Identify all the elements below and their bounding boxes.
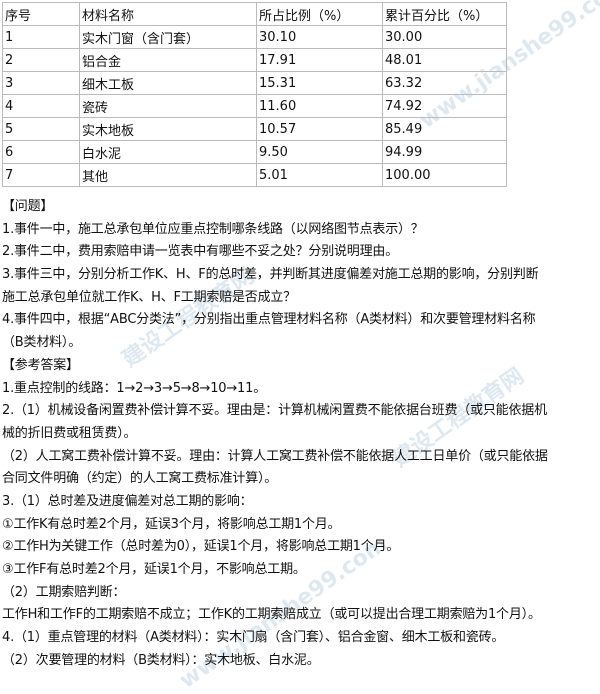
table-row: 2 铝合金 17.91 48.01 (2, 48, 507, 72)
text-line: 3.事件三中，分别分析工作K、H、F的总时差，并判断其进度偏差对施工总期的影响，… (2, 267, 539, 283)
text-line: （2）人工窝工费补偿计算不妥。理由：计算人工窝工费补偿不能依据人工工日单价（或只… (2, 448, 548, 464)
text-line: 4.事件四中，根据“ABC分类法”，分别指出重点管理材料名称（A类材料）和次要管… (2, 312, 536, 328)
text-line: 1.重点控制的线路：1→2→3→5→8→10→11。 (2, 380, 266, 396)
table-cell: 6 (2, 140, 80, 164)
table-row: 4 瓷砖 11.60 74.92 (2, 94, 507, 118)
text-line: 2.（1）机械设备闲置费补偿计算不妥。理由是：计算机械闲置费不能依据台班费（或只… (2, 403, 547, 419)
text-line: 2.事件二中，费用索赔申请一览表中有哪些不妥之处？分别说明理由。 (2, 244, 399, 260)
table-header-row: 序号 材料名称 所占比例（%） 累计百分比（%） (2, 2, 507, 26)
table-cell: 材料名称 (79, 2, 257, 26)
table-cell: 9.50 (256, 140, 383, 164)
table-cell: 瓷砖 (79, 94, 257, 118)
table-cell: 2 (2, 48, 80, 72)
text-line: （2）次要管理的材料（B类材料）：实木地板、白水泥。 (2, 652, 320, 668)
text-line: （B类材料）。 (2, 335, 82, 351)
question-answer-text: 【问题】 1.事件一中，施工总承包单位应重点控制哪条线路（以网络图节点表示）？ 2.… (2, 196, 600, 672)
table-cell: 74.92 (382, 94, 507, 118)
table-cell: 100.00 (382, 163, 507, 187)
table-cell: 48.01 (382, 48, 507, 72)
materials-table: 序号 材料名称 所占比例（%） 累计百分比（%） 1 实木门窗（含门套） 30.10 30.0… (2, 2, 507, 187)
text-line: 4.（1）重点管理的材料（A类材料）：实木门扇（含门套）、铝合金窗、细木工板和瓷… (2, 630, 505, 646)
text-line: 械的折旧费或租赁费）。 (2, 425, 137, 441)
table-cell: 85.49 (382, 117, 507, 141)
table-cell: 其他 (79, 163, 257, 187)
table-cell: 5 (2, 117, 80, 141)
table-cell: 实木地板 (79, 117, 257, 141)
table-row: 6 白水泥 9.50 94.99 (2, 140, 507, 164)
table-cell: 10.57 (256, 117, 383, 141)
section-heading: 【问题】 (2, 199, 54, 214)
table-cell: 4 (2, 94, 80, 118)
table-cell: 17.91 (256, 48, 383, 72)
table-cell: 细木工板 (79, 71, 257, 95)
table-cell: 白水泥 (79, 140, 257, 164)
table-cell: 实木门窗（含门套） (79, 25, 257, 49)
table-row: 3 细木工板 15.31 63.32 (2, 71, 507, 95)
table-row: 7 其他 5.01 100.00 (2, 163, 507, 187)
table-cell: 94.99 (382, 140, 507, 164)
table-cell: 30.00 (382, 25, 507, 49)
table-cell: 15.31 (256, 71, 383, 95)
text-line: 1.事件一中，施工总承包单位应重点控制哪条线路（以网络图节点表示）？ (2, 221, 424, 237)
table-row: 1 实木门窗（含门套） 30.10 30.00 (2, 25, 507, 49)
table-cell: 63.32 (382, 71, 507, 95)
table-cell: 30.10 (256, 25, 383, 49)
table-cell: 5.01 (256, 163, 383, 187)
text-line: 3.（1）总时差及进度偏差对总工期的影响： (2, 493, 253, 509)
table-cell: 所占比例（%） (256, 2, 383, 26)
text-line: （2）工期索赔判断： (2, 584, 126, 600)
table-cell: 序号 (2, 2, 80, 26)
text-line: ①工作K有总时差2个月，延误3个月，将影响总工期1个月。 (2, 516, 341, 532)
text-line: 合同文件明确（约定）的人工窝工费标准计算）。 (2, 471, 278, 487)
table-cell: 11.60 (256, 94, 383, 118)
table-cell: 7 (2, 163, 80, 187)
text-line: ②工作H为关键工作（总时差为0），延误1个月，将影响总工期1个月。 (2, 539, 400, 555)
text-line: 施工总承包单位就工作K、H、F工期索赔是否成立？ (2, 289, 296, 305)
table-cell: 3 (2, 71, 80, 95)
section-heading: 【参考答案】 (2, 357, 79, 373)
table-cell: 铝合金 (79, 48, 257, 72)
table-cell: 累计百分比（%） (382, 2, 507, 26)
text-line: 工作H和工作F的工期索赔不成立；工作K的工期索赔成立（或可以提出合理工期索赔为1… (2, 607, 541, 623)
text-line: ③工作F有总时差2个月，延误1个月，不影响总工期。 (2, 562, 306, 577)
table-cell: 1 (2, 25, 80, 49)
table-row: 5 实木地板 10.57 85.49 (2, 117, 507, 141)
